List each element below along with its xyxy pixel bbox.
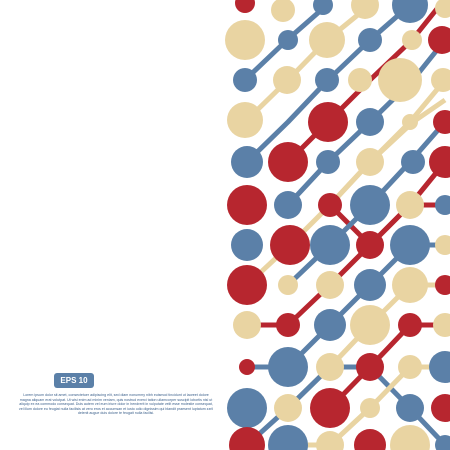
- eps-badge: EPS 10: [54, 373, 94, 388]
- body-text: Lorem ipsum dolor sit amet, consectetuer…: [18, 393, 214, 416]
- circles: [225, 0, 450, 450]
